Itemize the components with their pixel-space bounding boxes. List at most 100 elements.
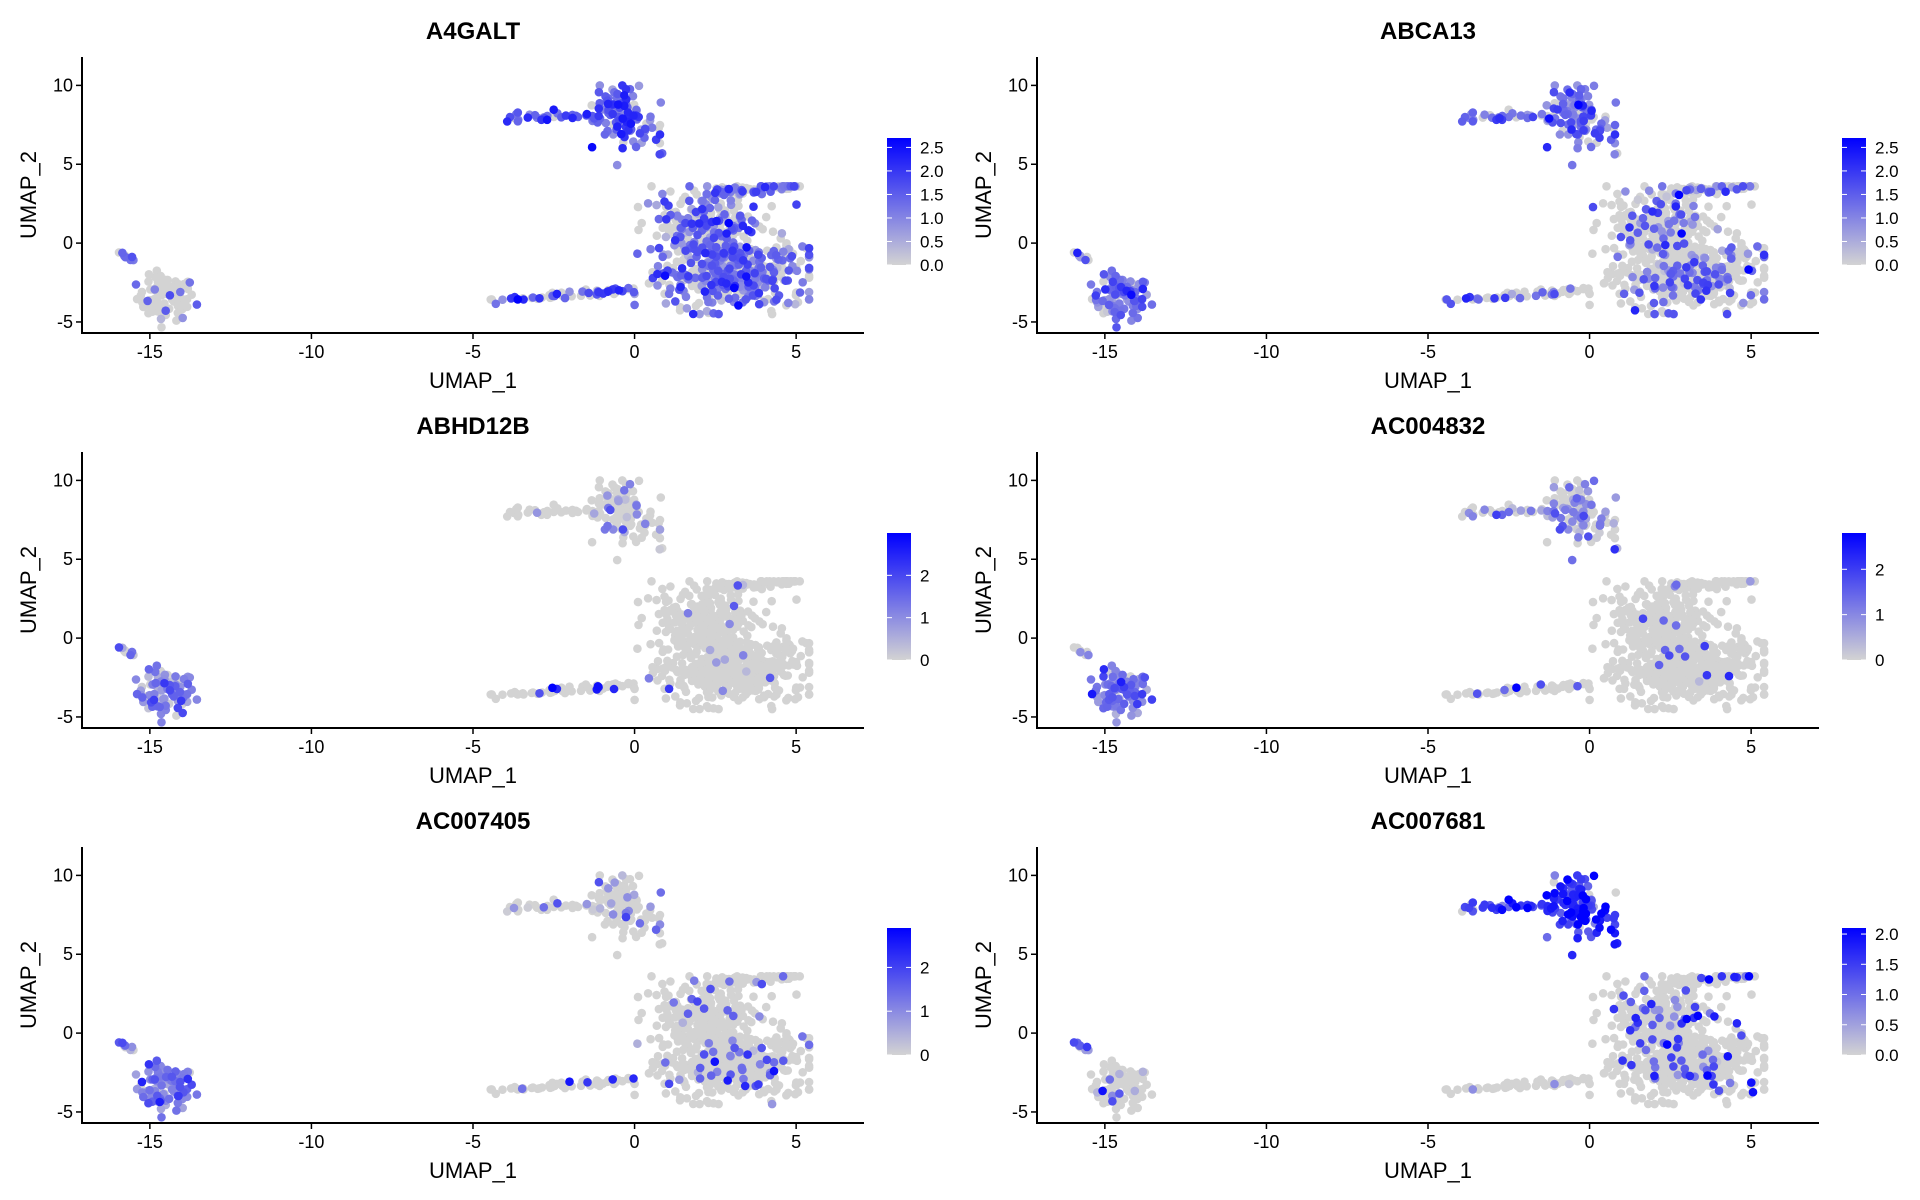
cell-point xyxy=(706,685,715,694)
cell-point xyxy=(710,188,720,198)
cell-point xyxy=(1753,278,1762,287)
cell-point xyxy=(676,594,685,604)
cell-point xyxy=(1111,290,1120,299)
cell-point xyxy=(1759,271,1769,281)
cell-point xyxy=(656,493,666,502)
cell-point xyxy=(707,261,717,270)
cell-point xyxy=(167,282,177,292)
cell-point xyxy=(1688,195,1698,204)
cell-point xyxy=(612,160,622,170)
cell-point xyxy=(1614,645,1623,654)
x-axis-title: UMAP_1 xyxy=(1384,763,1472,788)
cell-point xyxy=(513,512,523,521)
y-axis-title: UMAP_2 xyxy=(16,151,41,239)
cell-point xyxy=(1732,229,1742,238)
y-tick-label: 10 xyxy=(53,75,73,95)
cell-point xyxy=(749,597,758,606)
cell-point xyxy=(537,1083,547,1092)
cell-point xyxy=(601,513,611,523)
cell-point xyxy=(1746,685,1756,695)
cell-point xyxy=(1722,596,1731,606)
cell-point xyxy=(1727,254,1736,263)
cell-point xyxy=(1680,619,1689,629)
cell-point xyxy=(1704,597,1713,606)
cell-point xyxy=(565,287,574,297)
cell-point xyxy=(716,597,726,606)
cell-point xyxy=(1567,555,1577,565)
y-tick-label: 5 xyxy=(1018,154,1028,174)
cell-point xyxy=(603,521,612,531)
cell-point xyxy=(624,678,633,688)
cell-point xyxy=(742,667,751,676)
cell-point xyxy=(1569,507,1578,517)
cell-point xyxy=(710,195,720,205)
cell-point xyxy=(1504,112,1514,122)
cell-point xyxy=(692,585,701,594)
cell-point xyxy=(633,249,642,258)
cell-point xyxy=(1714,296,1724,306)
cell-point xyxy=(647,577,656,586)
cell-point xyxy=(1702,227,1711,237)
cell-point xyxy=(1747,595,1756,604)
cell-point xyxy=(1669,309,1678,319)
cell-point xyxy=(661,299,671,308)
cell-point xyxy=(661,1089,671,1098)
legend-tick-label: 2 xyxy=(920,566,929,585)
cell-point xyxy=(633,597,643,607)
cell-point xyxy=(1555,525,1565,534)
cell-point xyxy=(733,581,743,590)
cell-point xyxy=(666,187,675,196)
cell-point xyxy=(1649,298,1659,308)
cell-point xyxy=(698,986,707,996)
cell-point xyxy=(784,298,793,308)
cell-point xyxy=(606,505,615,515)
cell-point xyxy=(1583,91,1593,101)
cell-point xyxy=(1607,200,1616,210)
cell-point xyxy=(777,1019,787,1028)
cell-point xyxy=(632,501,641,511)
points xyxy=(1069,476,1769,727)
cell-point xyxy=(1480,110,1489,119)
cell-point xyxy=(1515,293,1525,303)
cell-point xyxy=(1682,186,1691,195)
cell-point xyxy=(161,306,170,316)
cell-point xyxy=(1621,187,1630,196)
cell-point xyxy=(1700,253,1710,263)
cell-point xyxy=(603,682,612,692)
color-legend-bar xyxy=(1842,533,1866,660)
x-tick-label: -15 xyxy=(137,342,163,362)
cell-point xyxy=(671,692,680,701)
cell-point xyxy=(734,201,743,211)
cell-point xyxy=(1637,699,1647,708)
cell-point xyxy=(1702,670,1712,680)
cell-point xyxy=(1717,265,1727,275)
cell-point xyxy=(804,645,814,655)
cell-point xyxy=(1639,275,1648,284)
cell-point xyxy=(1660,628,1670,637)
cell-point xyxy=(720,655,730,664)
cell-point xyxy=(136,291,146,300)
cell-point xyxy=(749,992,758,1001)
cell-point xyxy=(656,98,666,107)
legend-tick-label: 0.0 xyxy=(1875,256,1899,275)
cell-point xyxy=(657,939,667,948)
cell-point xyxy=(1592,533,1601,542)
cell-point xyxy=(680,982,690,992)
cell-point xyxy=(742,243,751,252)
cell-point xyxy=(666,582,675,591)
y-axis-title: UMAP_2 xyxy=(971,546,996,634)
cell-point xyxy=(561,506,571,515)
legend-tick-label: 1.5 xyxy=(920,185,944,204)
points xyxy=(1069,81,1769,332)
cell-point xyxy=(724,184,734,194)
cell-point xyxy=(804,271,814,281)
cell-point xyxy=(653,269,662,279)
cell-point xyxy=(653,281,662,290)
cell-point xyxy=(660,605,669,615)
cell-point xyxy=(149,695,159,705)
cell-point xyxy=(798,242,807,251)
cell-point xyxy=(527,1083,536,1093)
cell-point xyxy=(1140,673,1150,682)
cell-point xyxy=(1640,221,1650,231)
cell-point xyxy=(1659,297,1668,307)
